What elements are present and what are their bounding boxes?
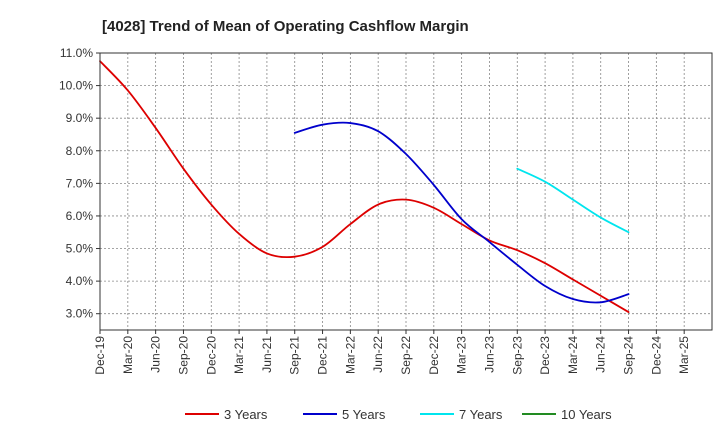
y-tick-label: 6.0% bbox=[66, 209, 94, 223]
x-tick-label: Dec-20 bbox=[204, 336, 218, 375]
y-tick-label: 5.0% bbox=[66, 242, 94, 256]
x-tick-label: Sep-21 bbox=[288, 336, 302, 375]
x-axis-ticks: Dec-19 Mar-20 Jun-20 Sep-20 Dec-20 Mar-21 Jun-… bbox=[93, 330, 691, 375]
series-line-1 bbox=[99, 60, 630, 313]
x-tick-label: Jun-23 bbox=[482, 336, 496, 373]
x-tick-label: Jun-24 bbox=[594, 336, 608, 373]
y-tick-label: 9.0% bbox=[66, 111, 94, 125]
x-tick-label: Sep-24 bbox=[622, 336, 636, 375]
x-tick-label: Jun-21 bbox=[260, 336, 274, 373]
plot-area bbox=[100, 53, 712, 330]
x-tick-label: Jun-22 bbox=[371, 336, 385, 373]
x-tick-label: Mar-22 bbox=[343, 336, 357, 374]
y-tick-label: 8.0% bbox=[66, 144, 94, 158]
y-tick-label: 7.0% bbox=[66, 176, 94, 190]
legend-label: 10 Years bbox=[561, 407, 612, 422]
series-lines bbox=[99, 60, 630, 313]
y-axis-ticks: 3.0% 4.0% 5.0% 6.0% 7.0% 8.0% 9.0% 10.0% 11.0% bbox=[59, 46, 100, 321]
x-tick-label: Mar-21 bbox=[232, 336, 246, 374]
legend-label: 7 Years bbox=[459, 407, 503, 422]
legend-label: 3 Years bbox=[224, 407, 268, 422]
x-tick-label: Dec-21 bbox=[316, 336, 330, 375]
series-line-2 bbox=[293, 121, 630, 304]
x-tick-label: Dec-19 bbox=[93, 336, 107, 375]
x-tick-label: Sep-20 bbox=[176, 336, 190, 375]
x-tick-label: Mar-20 bbox=[121, 336, 135, 374]
x-tick-label: Sep-22 bbox=[399, 336, 413, 375]
x-tick-label: Dec-22 bbox=[427, 336, 441, 375]
x-tick-label: Sep-23 bbox=[510, 336, 524, 375]
legend: 3 Years 5 Years 7 Years 10 Years bbox=[185, 407, 612, 422]
series-line-3 bbox=[516, 167, 630, 234]
chart-title: [4028] Trend of Mean of Operating Cashfl… bbox=[102, 18, 469, 35]
y-tick-label: 10.0% bbox=[59, 79, 93, 93]
plot-frame bbox=[99, 52, 713, 331]
y-tick-label: 3.0% bbox=[66, 307, 94, 321]
legend-label: 5 Years bbox=[342, 407, 386, 422]
y-tick-label: 4.0% bbox=[66, 274, 94, 288]
y-tick-label: 11.0% bbox=[60, 46, 93, 60]
x-tick-label: Mar-25 bbox=[677, 336, 691, 374]
x-tick-label: Mar-24 bbox=[566, 336, 580, 374]
x-tick-label: Dec-24 bbox=[649, 336, 663, 375]
x-tick-label: Jun-20 bbox=[149, 336, 163, 373]
x-tick-label: Dec-23 bbox=[538, 336, 552, 375]
x-tick-label: Mar-23 bbox=[455, 336, 469, 374]
